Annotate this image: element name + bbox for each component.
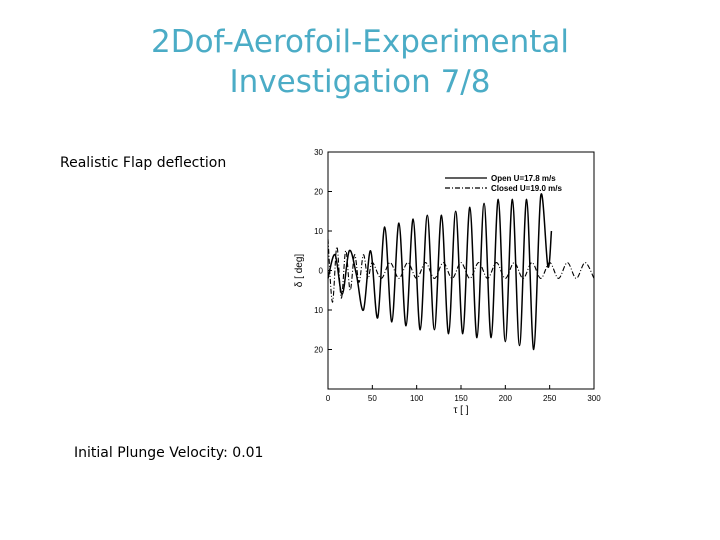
x-tick-label: 50: [368, 394, 377, 403]
plunge-velocity-label: Initial Plunge Velocity: 0.01: [74, 445, 264, 461]
slide-title-line2: Investigation 7/8: [229, 64, 491, 100]
series-line-closed: [327, 238, 595, 303]
legend-entry-label: Open U=17.8 m/s: [491, 174, 556, 183]
y-tick-label: 10: [314, 227, 323, 236]
y-tick-label: 30: [314, 148, 323, 157]
x-tick-label: 0: [326, 394, 331, 403]
y-tick-label: 20: [314, 346, 323, 355]
y-tick-label: 20: [314, 188, 323, 197]
x-tick-label: 150: [454, 394, 468, 403]
series-line-open: [327, 193, 553, 351]
x-axis-label: τ [ ]: [453, 405, 468, 416]
legend-entry-label: Closed U=19.0 m/s: [491, 184, 562, 193]
flap-deflection-label: Realistic Flap deflection: [60, 155, 227, 171]
y-axis-label: δ [ deg]: [294, 254, 305, 288]
x-tick-label: 300: [587, 394, 601, 403]
x-tick-label: 250: [543, 394, 557, 403]
slide-title-line1: 2Dof-Aerofoil-Experimental: [150, 24, 570, 60]
y-tick-label: 10: [314, 306, 323, 315]
slide-title: 2Dof-Aerofoil-Experimental Investigation…: [0, 22, 720, 102]
y-tick-label: 0: [319, 267, 324, 276]
x-tick-label: 200: [499, 394, 513, 403]
x-tick-label: 100: [410, 394, 424, 403]
